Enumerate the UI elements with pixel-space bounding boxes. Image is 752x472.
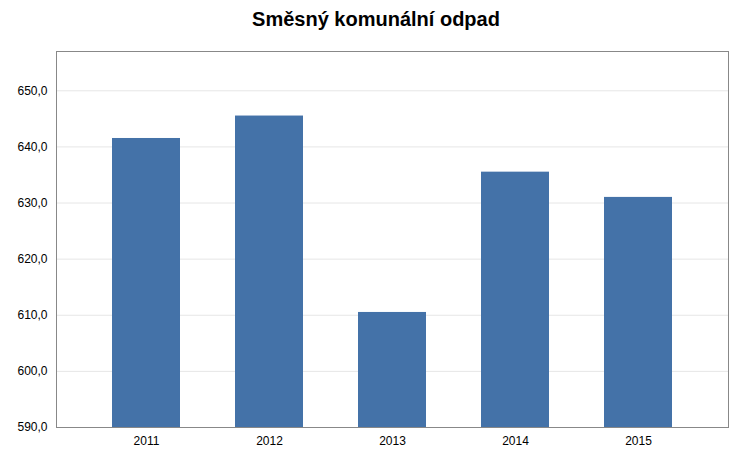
svg-text:2015: 2015 <box>625 434 652 448</box>
svg-text:2011: 2011 <box>134 434 160 448</box>
svg-text:630,0: 630,0 <box>17 196 47 210</box>
svg-text:650,0: 650,0 <box>17 84 47 98</box>
svg-text:2013: 2013 <box>379 434 406 448</box>
svg-text:640,0: 640,0 <box>17 140 47 154</box>
svg-text:600,0: 600,0 <box>17 364 47 378</box>
svg-text:590,0: 590,0 <box>17 420 47 434</box>
svg-text:2012: 2012 <box>256 434 283 448</box>
svg-text:2014: 2014 <box>502 434 529 448</box>
svg-text:620,0: 620,0 <box>17 252 47 266</box>
svg-text:610,0: 610,0 <box>17 308 47 322</box>
html-text:Směsný komunální odpad: Směsný komunální odpad <box>252 8 500 30</box>
